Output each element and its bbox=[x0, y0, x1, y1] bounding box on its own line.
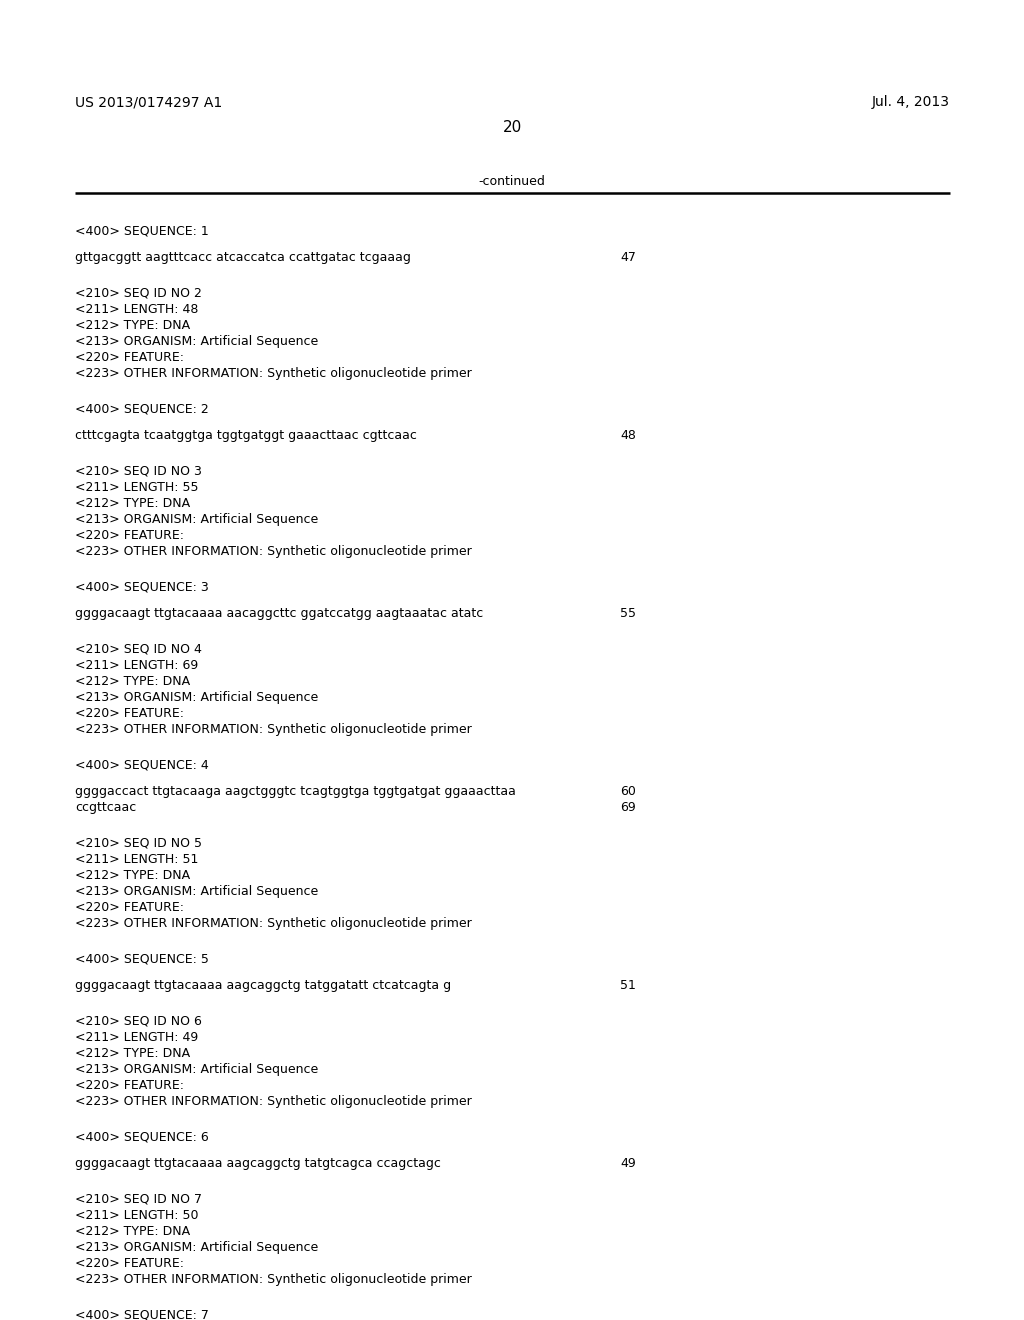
Text: <400> SEQUENCE: 3: <400> SEQUENCE: 3 bbox=[75, 581, 209, 594]
Text: <212> TYPE: DNA: <212> TYPE: DNA bbox=[75, 869, 190, 882]
Text: <211> LENGTH: 55: <211> LENGTH: 55 bbox=[75, 480, 199, 494]
Text: <211> LENGTH: 49: <211> LENGTH: 49 bbox=[75, 1031, 199, 1044]
Text: <213> ORGANISM: Artificial Sequence: <213> ORGANISM: Artificial Sequence bbox=[75, 513, 318, 525]
Text: <220> FEATURE:: <220> FEATURE: bbox=[75, 351, 184, 364]
Text: <400> SEQUENCE: 1: <400> SEQUENCE: 1 bbox=[75, 224, 209, 238]
Text: <211> LENGTH: 50: <211> LENGTH: 50 bbox=[75, 1209, 199, 1222]
Text: <210> SEQ ID NO 3: <210> SEQ ID NO 3 bbox=[75, 465, 202, 478]
Text: <220> FEATURE:: <220> FEATURE: bbox=[75, 708, 184, 719]
Text: <210> SEQ ID NO 7: <210> SEQ ID NO 7 bbox=[75, 1193, 202, 1206]
Text: <212> TYPE: DNA: <212> TYPE: DNA bbox=[75, 1225, 190, 1238]
Text: <212> TYPE: DNA: <212> TYPE: DNA bbox=[75, 498, 190, 510]
Text: 20: 20 bbox=[503, 120, 521, 135]
Text: <223> OTHER INFORMATION: Synthetic oligonucleotide primer: <223> OTHER INFORMATION: Synthetic oligo… bbox=[75, 917, 472, 931]
Text: ggggacaagt ttgtacaaaa aacaggcttc ggatccatgg aagtaaatac atatc: ggggacaagt ttgtacaaaa aacaggcttc ggatcca… bbox=[75, 607, 483, 620]
Text: ccgttcaac: ccgttcaac bbox=[75, 801, 136, 814]
Text: 55: 55 bbox=[620, 607, 636, 620]
Text: <213> ORGANISM: Artificial Sequence: <213> ORGANISM: Artificial Sequence bbox=[75, 884, 318, 898]
Text: <220> FEATURE:: <220> FEATURE: bbox=[75, 902, 184, 913]
Text: <223> OTHER INFORMATION: Synthetic oligonucleotide primer: <223> OTHER INFORMATION: Synthetic oligo… bbox=[75, 367, 472, 380]
Text: <210> SEQ ID NO 6: <210> SEQ ID NO 6 bbox=[75, 1015, 202, 1028]
Text: <220> FEATURE:: <220> FEATURE: bbox=[75, 1078, 184, 1092]
Text: <210> SEQ ID NO 4: <210> SEQ ID NO 4 bbox=[75, 643, 202, 656]
Text: <211> LENGTH: 69: <211> LENGTH: 69 bbox=[75, 659, 199, 672]
Text: <212> TYPE: DNA: <212> TYPE: DNA bbox=[75, 1047, 190, 1060]
Text: <220> FEATURE:: <220> FEATURE: bbox=[75, 1257, 184, 1270]
Text: <213> ORGANISM: Artificial Sequence: <213> ORGANISM: Artificial Sequence bbox=[75, 1063, 318, 1076]
Text: <400> SEQUENCE: 7: <400> SEQUENCE: 7 bbox=[75, 1309, 209, 1320]
Text: US 2013/0174297 A1: US 2013/0174297 A1 bbox=[75, 95, 222, 110]
Text: <213> ORGANISM: Artificial Sequence: <213> ORGANISM: Artificial Sequence bbox=[75, 335, 318, 348]
Text: <211> LENGTH: 51: <211> LENGTH: 51 bbox=[75, 853, 199, 866]
Text: <223> OTHER INFORMATION: Synthetic oligonucleotide primer: <223> OTHER INFORMATION: Synthetic oligo… bbox=[75, 1096, 472, 1107]
Text: 48: 48 bbox=[620, 429, 636, 442]
Text: <400> SEQUENCE: 5: <400> SEQUENCE: 5 bbox=[75, 953, 209, 966]
Text: Jul. 4, 2013: Jul. 4, 2013 bbox=[872, 95, 950, 110]
Text: 69: 69 bbox=[620, 801, 636, 814]
Text: <213> ORGANISM: Artificial Sequence: <213> ORGANISM: Artificial Sequence bbox=[75, 690, 318, 704]
Text: <400> SEQUENCE: 2: <400> SEQUENCE: 2 bbox=[75, 403, 209, 416]
Text: <212> TYPE: DNA: <212> TYPE: DNA bbox=[75, 675, 190, 688]
Text: <400> SEQUENCE: 4: <400> SEQUENCE: 4 bbox=[75, 759, 209, 772]
Text: <213> ORGANISM: Artificial Sequence: <213> ORGANISM: Artificial Sequence bbox=[75, 1241, 318, 1254]
Text: ctttcgagta tcaatggtga tggtgatggt gaaacttaac cgttcaac: ctttcgagta tcaatggtga tggtgatggt gaaactt… bbox=[75, 429, 417, 442]
Text: <210> SEQ ID NO 2: <210> SEQ ID NO 2 bbox=[75, 286, 202, 300]
Text: ggggacaagt ttgtacaaaa aagcaggctg tatggatatt ctcatcagta g: ggggacaagt ttgtacaaaa aagcaggctg tatggat… bbox=[75, 979, 452, 993]
Text: 49: 49 bbox=[620, 1158, 636, 1170]
Text: 47: 47 bbox=[620, 251, 636, 264]
Text: <223> OTHER INFORMATION: Synthetic oligonucleotide primer: <223> OTHER INFORMATION: Synthetic oligo… bbox=[75, 545, 472, 558]
Text: <400> SEQUENCE: 6: <400> SEQUENCE: 6 bbox=[75, 1131, 209, 1144]
Text: 60: 60 bbox=[620, 785, 636, 799]
Text: <223> OTHER INFORMATION: Synthetic oligonucleotide primer: <223> OTHER INFORMATION: Synthetic oligo… bbox=[75, 723, 472, 737]
Text: gttgacggtt aagtttcacc atcaccatca ccattgatac tcgaaag: gttgacggtt aagtttcacc atcaccatca ccattga… bbox=[75, 251, 411, 264]
Text: <223> OTHER INFORMATION: Synthetic oligonucleotide primer: <223> OTHER INFORMATION: Synthetic oligo… bbox=[75, 1272, 472, 1286]
Text: <212> TYPE: DNA: <212> TYPE: DNA bbox=[75, 319, 190, 333]
Text: ggggaccact ttgtacaaga aagctgggtc tcagtggtga tggtgatgat ggaaacttaa: ggggaccact ttgtacaaga aagctgggtc tcagtgg… bbox=[75, 785, 516, 799]
Text: <211> LENGTH: 48: <211> LENGTH: 48 bbox=[75, 304, 199, 315]
Text: 51: 51 bbox=[620, 979, 636, 993]
Text: <210> SEQ ID NO 5: <210> SEQ ID NO 5 bbox=[75, 837, 202, 850]
Text: -continued: -continued bbox=[478, 176, 546, 187]
Text: ggggacaagt ttgtacaaaa aagcaggctg tatgtcagca ccagctagc: ggggacaagt ttgtacaaaa aagcaggctg tatgtca… bbox=[75, 1158, 441, 1170]
Text: <220> FEATURE:: <220> FEATURE: bbox=[75, 529, 184, 543]
